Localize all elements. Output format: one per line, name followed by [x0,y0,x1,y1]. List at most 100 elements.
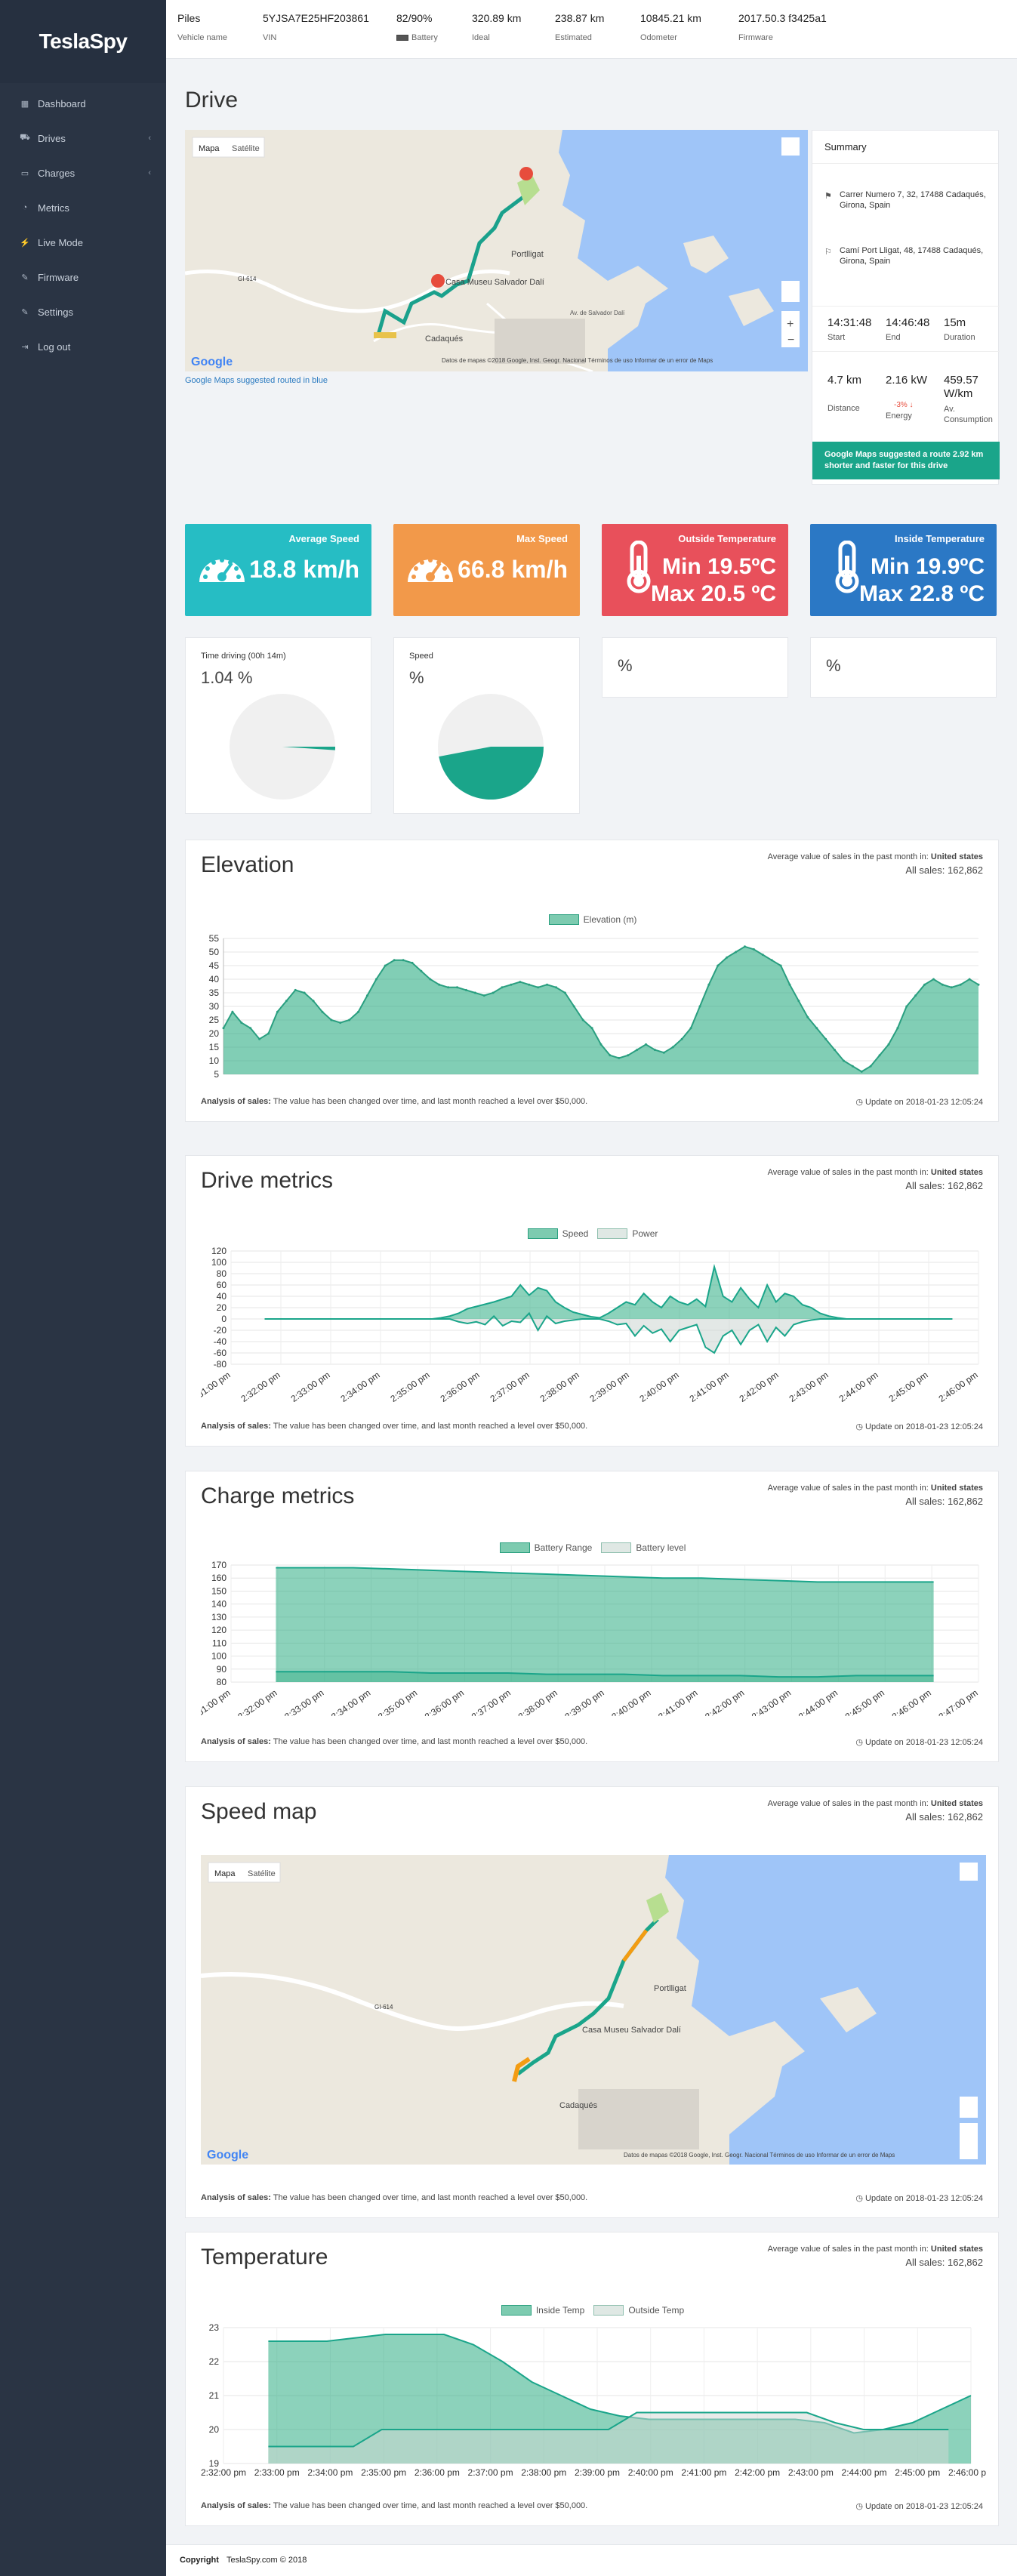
all-sales: All sales: 162,862 [905,864,983,876]
sales-caption: Average value of sales in the past month… [767,2245,929,2254]
map-canvas[interactable]: Mapa Satélite + − Google Datos de mapas … [185,130,808,371]
y-tick-label: 22 [209,2356,220,2367]
legend-item[interactable]: Inside Temp [501,2305,584,2316]
chart-canvas: 5 10 15 20 25 30 35 40 45 50 55 [209,933,980,1080]
elevation-point [788,983,791,986]
sidebar-item-dashboard[interactable]: ▦ Dashboard [0,86,166,121]
legend-item[interactable]: Battery Range [499,1542,592,1553]
temperature-title: Temperature [201,2245,328,2269]
update-text: Update on 2018-01-23 12:05:24 [865,2502,983,2511]
y-tick-label: 120 [211,1246,227,1256]
elevation-point [752,948,755,951]
legend-item[interactable]: Elevation (m) [548,914,636,925]
legend-swatch [548,914,579,925]
x-tick-label: 2:44:00 pm [837,1370,880,1402]
elevation-point [941,983,944,986]
pie-slice-value [439,747,544,800]
elevation-point [834,1049,837,1052]
sales-summary: Average value of sales in the past month… [768,1168,983,1191]
sidebar-item-label: Firmware [38,271,79,283]
wrench-icon: ✎ [21,307,29,317]
y-tick-label: 25 [209,1015,220,1025]
sidebar-item-settings[interactable]: ✎ Settings [0,294,166,329]
elevation-point [510,983,513,986]
topbar-stat: 2017.50.3 f3425a1 Firmware [738,12,827,42]
sales-summary: Average value of sales in the past month… [768,1799,983,1823]
analysis-note: Analysis of sales: The value has been ch… [201,1422,587,1431]
brand-logo[interactable]: TeslaSpy [0,0,166,83]
legend-label: Outside Temp [628,2305,685,2316]
elevation-point [707,983,710,986]
legend-item[interactable]: Speed [527,1228,588,1239]
stat-card-max-speed: Max Speed 66.8 km/h [393,524,580,616]
update-stamp: ◷ Update on 2018-01-23 12:05:24 [855,1737,983,1747]
pie-value: % [618,656,633,675]
stat-label: Outside Temperature [678,533,776,544]
legend-swatch [597,1228,628,1239]
x-tick-label: 2:35:00 pm [389,1370,432,1402]
gauge-icon: ◔ [22,203,28,212]
speed-map-canvas[interactable]: Mapa Satélite Google Datos de mapas ©2018 G… [201,1855,986,2165]
x-tick-label: 2:40:00 pm [638,1370,681,1402]
elevation-point [896,1027,899,1030]
sidebar-item-firmware[interactable]: ✎ Firmware [0,260,166,294]
elevation-point [501,986,504,989]
pie-card: % [810,637,997,698]
sales-caption: Average value of sales in the past month… [767,852,929,861]
elevation-point [411,961,414,964]
route-suggestion-alert: Google Maps suggested a route 2.92 km sh… [812,442,1000,479]
sales-region: United states [930,1799,983,1808]
elevation-point [689,1027,692,1030]
summary-start: 14:31:48 [827,316,872,329]
topbar-label: Battery [411,33,438,42]
drive-route-map[interactable]: Mapa Satélite + − Google Datos de mapas … [185,130,808,371]
elevation-point [717,964,720,967]
sidebar-nav: ▦ Dashboard ⛟ Drives ‹ ▭ Charges ‹ ◔ Metrics ⚡ Live… [0,86,166,364]
vehicle-topbar: Piles Vehicle name 5YJSA7E25HF203861 VIN 82/… [166,0,1017,59]
google-logo: Google [207,2149,248,2162]
summary-end-label: End [886,333,901,342]
update-stamp: ◷ Update on 2018-01-23 12:05:24 [855,2501,983,2511]
x-tick-label: 2:33:00 pm [289,1370,332,1402]
sidebar-item-charges[interactable]: ▭ Charges ‹ [0,156,166,190]
sales-caption: Average value of sales in the past month… [767,1484,929,1493]
all-sales: All sales: 162,862 [905,1180,983,1191]
elevation-point [312,1000,315,1003]
sidebar-item-label: Settings [38,306,73,318]
sidebar-item-live-mode[interactable]: ⚡ Live Mode [0,225,166,260]
speed-map-section: Speed map Average value of sales in the p… [185,1786,999,2218]
sidebar-item-metrics[interactable]: ◔ Metrics [0,190,166,225]
sidebar-item-log-out[interactable]: ⇥ Log out [0,329,166,364]
legend-item[interactable]: Outside Temp [593,2305,684,2316]
elevation-point [636,1049,639,1052]
all-sales: All sales: 162,862 [905,1811,983,1823]
analysis-label: Analysis of sales: [201,1422,271,1431]
x-tick-label: 2:40:00 pm [628,2467,673,2478]
x-tick-label: 2:35:00 pm [361,2467,406,2478]
analysis-text: The value has been changed over time, an… [273,1097,588,1106]
y-tick-label: 40 [217,1291,227,1302]
chart-legend: Inside Temp Outside Temp [186,2305,1000,2319]
satellite-type-label[interactable]: Satélite [232,144,260,153]
legend-item[interactable]: Battery level [601,1542,686,1553]
elevation-point [249,1027,252,1030]
topbar-value: 238.87 km [555,12,605,24]
sidebar-item-drives[interactable]: ⛟ Drives ‹ [0,121,166,156]
map-type-label[interactable]: Mapa [199,144,220,153]
summary-distance-label: Distance [827,404,860,413]
x-tick-label: 2:31:00 pm [201,1370,233,1402]
update-text: Update on 2018-01-23 12:05:24 [865,1098,983,1107]
sales-summary: Average value of sales in the past month… [768,1484,983,1507]
topbar-stat: Piles Vehicle name [177,12,227,42]
y-tick-label: 10 [209,1055,220,1066]
battery-range-line [276,1567,934,1583]
pie-chart [230,694,335,800]
battery-icon: ▭ [20,168,29,178]
map-attribution: Datos de mapas ©2018 Google, Inst. Geogr… [442,357,713,364]
legend-item[interactable]: Power [597,1228,658,1239]
y-tick-label: 35 [209,988,220,998]
satellite-type-label: Satélite [248,1869,276,1878]
pie-value: % [826,656,841,675]
y-tick-label: 50 [209,947,220,957]
